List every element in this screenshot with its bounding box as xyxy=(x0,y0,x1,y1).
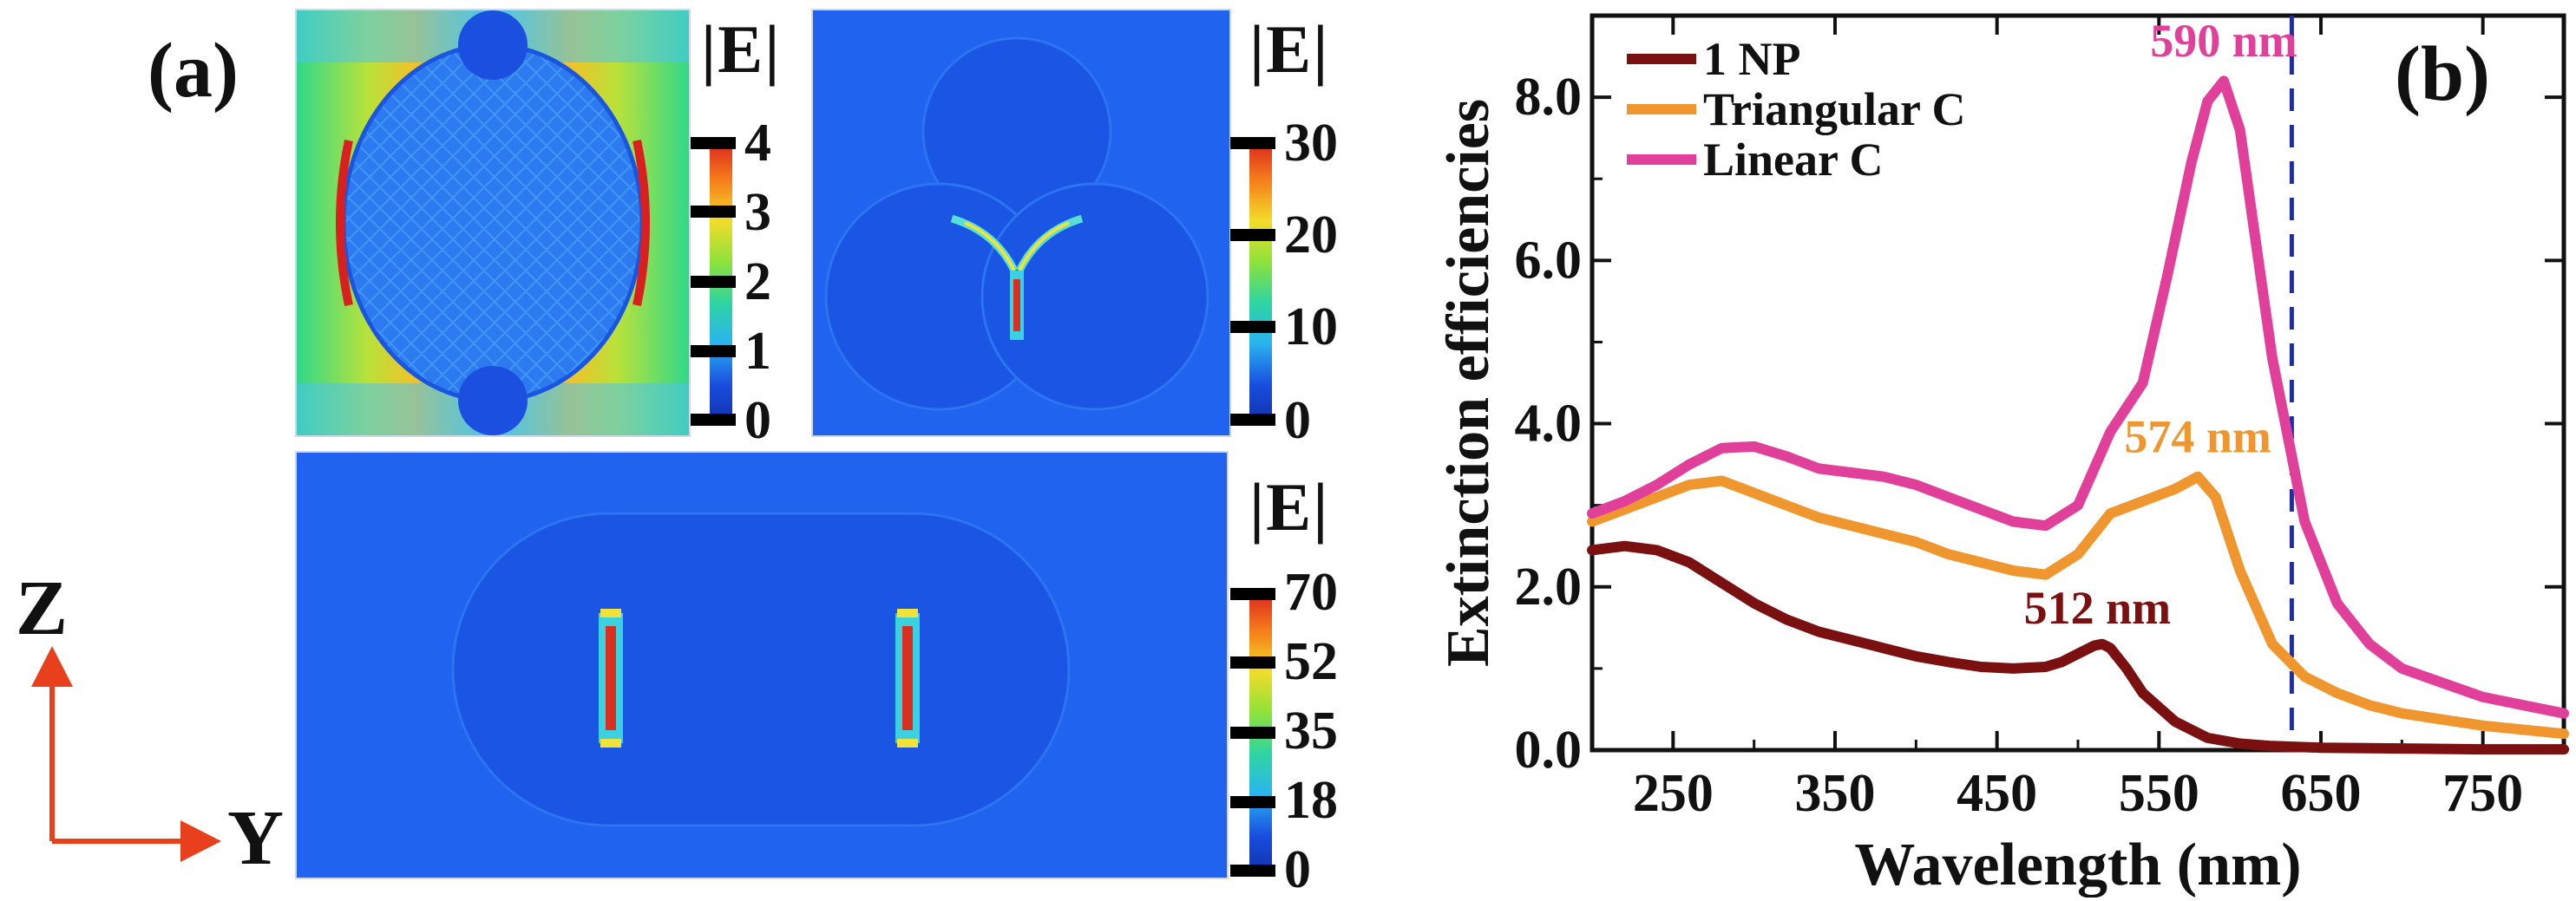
colorbar-1-tick-1: 1 xyxy=(744,322,771,381)
series-line-1-np xyxy=(1587,540,2569,755)
peak-annotation: 512 nm xyxy=(2024,582,2172,634)
y-tick-label: 2.0 xyxy=(1515,558,1583,617)
legend-entry: 1 NP xyxy=(1703,33,1800,85)
field-map-linear xyxy=(295,451,1229,879)
colorbar-1-tick-4: 4 xyxy=(744,114,771,173)
x-tick-label: 250 xyxy=(1633,764,1714,823)
colorbar-2-tick-10: 10 xyxy=(1284,297,1338,356)
x-tick-label: 350 xyxy=(1795,764,1876,823)
x-tick-label: 450 xyxy=(1957,764,2037,823)
series-line-triangular-c xyxy=(1587,471,2569,740)
peak-annotation: 574 nm xyxy=(2124,410,2271,462)
colorbar-3-title: |E| xyxy=(1249,469,1330,545)
colorbar-1-tick-2: 2 xyxy=(744,252,771,311)
legend-entry: Linear C xyxy=(1703,134,1884,186)
x-tick-label: 550 xyxy=(2119,764,2199,823)
y-tick-label: 0.0 xyxy=(1515,721,1583,780)
colorbar-3-tick-0: 0 xyxy=(1284,840,1311,899)
colorbar-1-tick-3: 3 xyxy=(744,183,771,242)
colorbar-1-tick-0: 0 xyxy=(744,391,771,450)
colorbar-1-title: |E| xyxy=(701,11,782,87)
colorbar-3-tick-35: 35 xyxy=(1284,702,1338,761)
x-tick-label: 750 xyxy=(2442,764,2523,823)
y-tick-label: 4.0 xyxy=(1515,395,1583,454)
colorbar-3-tick-18: 18 xyxy=(1284,771,1338,830)
panel-b-label: (b) xyxy=(2395,31,2490,117)
colorbar-3-tick-70: 70 xyxy=(1284,563,1338,622)
extinction-chart: 250 350 450 550 650 750 0.0 2.0 4.0 6.0 8.0 Wavelen… xyxy=(1435,13,2569,898)
axis-label-y: Y xyxy=(227,795,284,881)
series-line-linear-c xyxy=(1587,75,2569,719)
y-tick-label: 6.0 xyxy=(1515,231,1583,290)
colorbar-3-tick-52: 52 xyxy=(1284,632,1338,691)
colorbar-2 xyxy=(1249,139,1272,425)
colorbar-2-tick-0: 0 xyxy=(1284,391,1311,450)
y-axis-label: Extinction efficiencies xyxy=(1435,99,1502,667)
colorbar-2-tick-20: 20 xyxy=(1284,206,1338,264)
colorbar-2-title: |E| xyxy=(1249,11,1330,87)
axis-label-z: Z xyxy=(16,565,69,651)
field-map-single-np xyxy=(295,9,691,437)
peak-annotation: 590 nm xyxy=(2150,15,2297,67)
y-tick-label: 8.0 xyxy=(1515,68,1583,127)
field-map-triangular xyxy=(811,9,1231,437)
x-tick-label: 650 xyxy=(2281,764,2362,823)
axes-indicator xyxy=(31,646,221,862)
legend-entry: Triangular C xyxy=(1703,83,1966,135)
x-axis-label: Wavelength (nm) xyxy=(1854,832,2301,898)
panel-a-label: (a) xyxy=(147,28,239,114)
colorbar-2-tick-30: 30 xyxy=(1284,114,1338,173)
